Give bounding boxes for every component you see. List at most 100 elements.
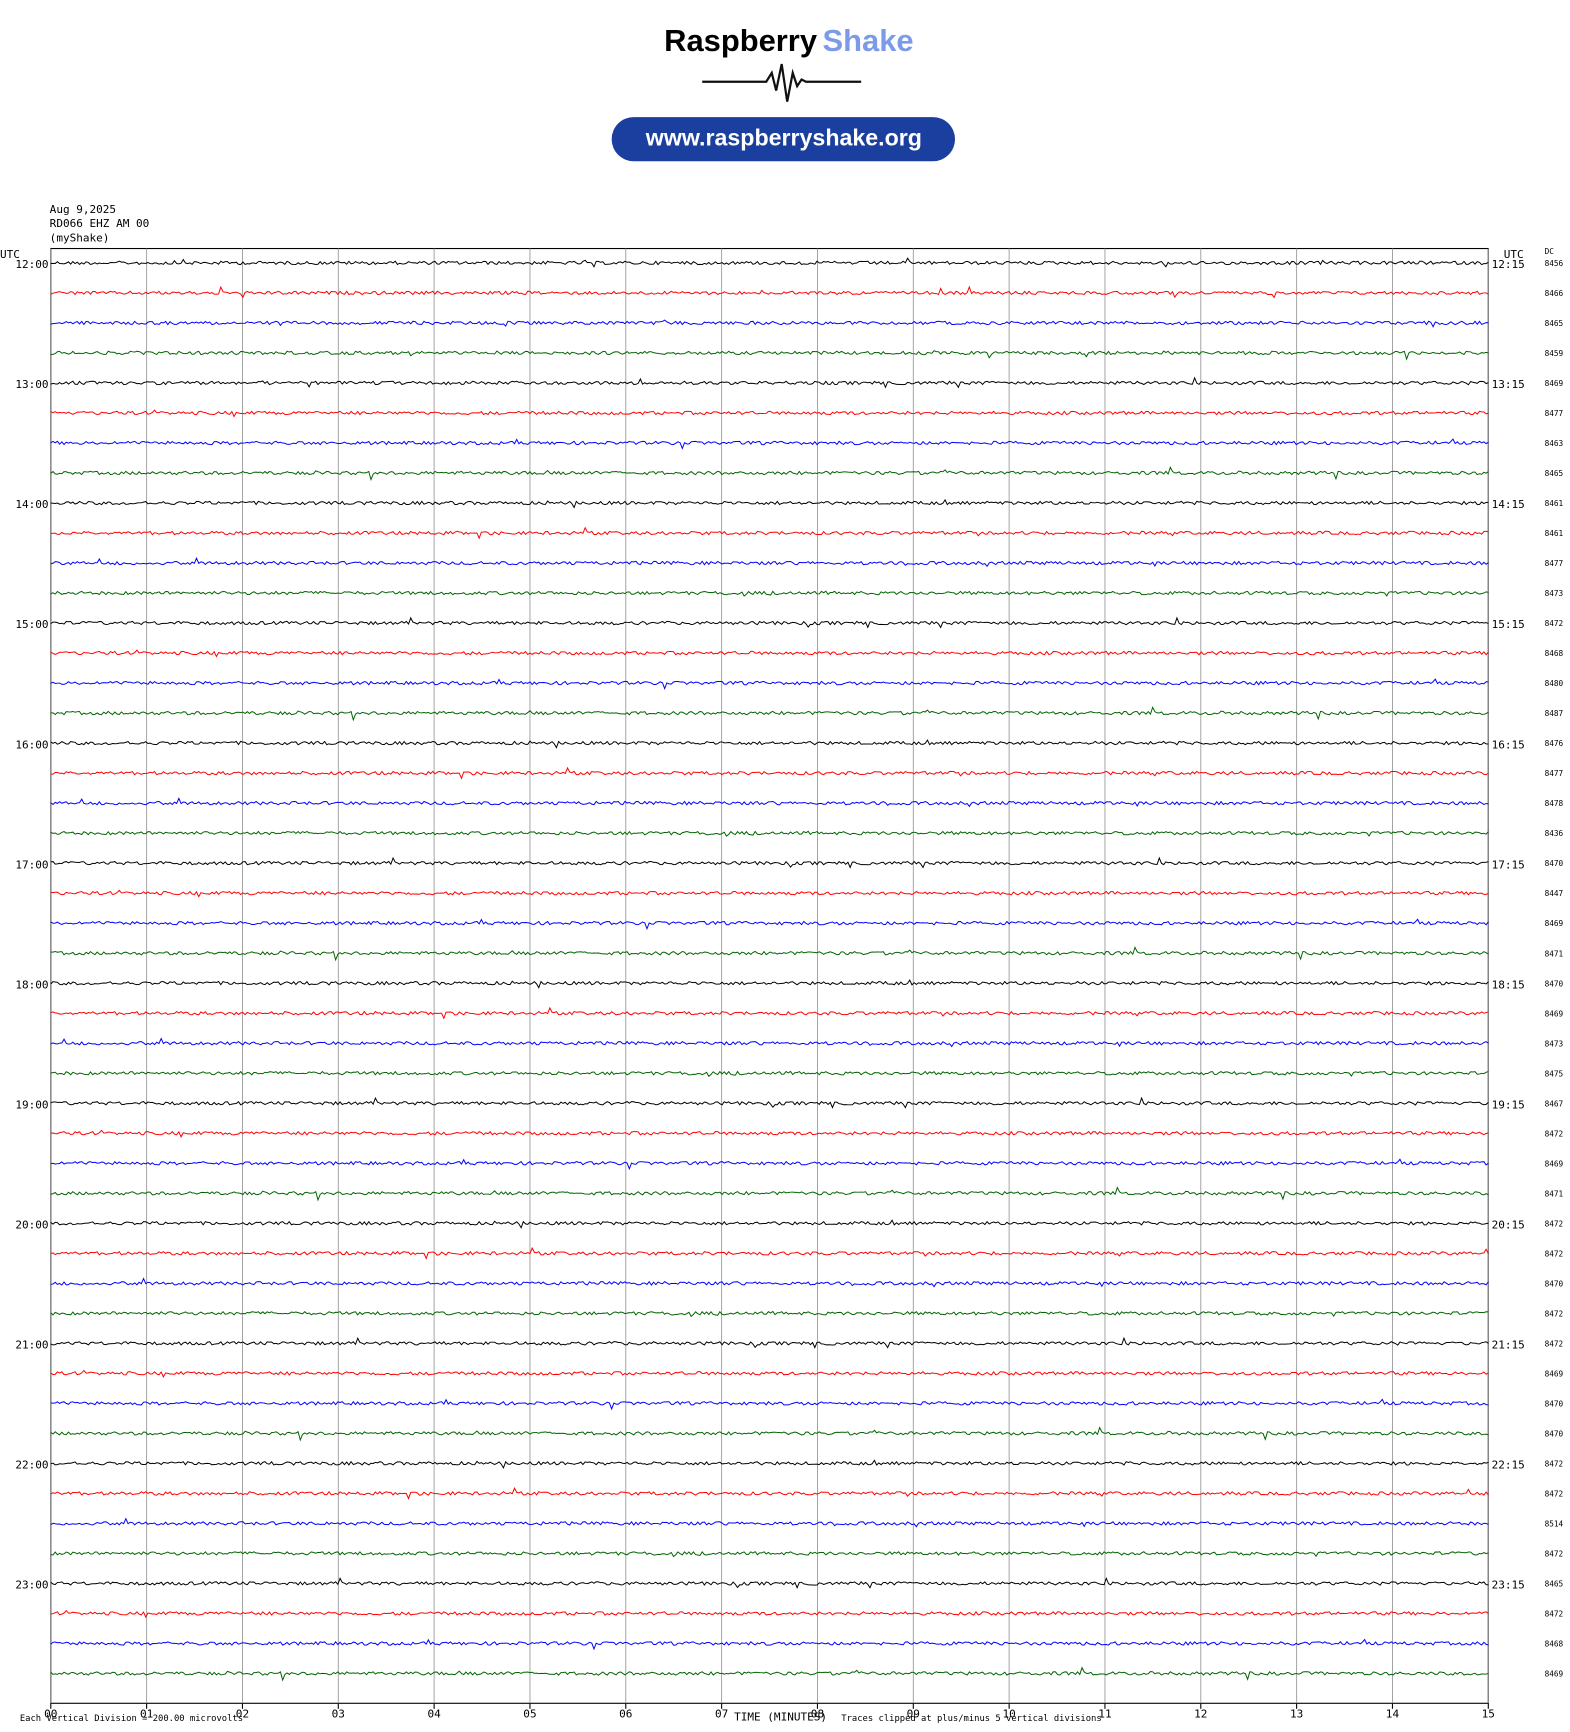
trace [50, 856, 1489, 869]
row-label-left: 20:00 [15, 1218, 48, 1231]
trace [50, 766, 1489, 780]
trace [50, 1517, 1489, 1528]
dc-value: 8478 [1545, 799, 1564, 808]
x-tick-label: 10 [1002, 1707, 1015, 1720]
dc-value: 8480 [1545, 679, 1564, 688]
row-label-right: 18:15 [1492, 978, 1525, 991]
row-label-left: 15:00 [15, 618, 48, 631]
trace [50, 616, 1489, 629]
row-label-right: 16:15 [1492, 738, 1525, 751]
trace [50, 498, 1489, 509]
row-label-right: 19:15 [1492, 1098, 1525, 1111]
dc-value: 8473 [1545, 1039, 1564, 1048]
row-label-left: 21:00 [15, 1339, 48, 1352]
dc-value: 8469 [1545, 919, 1564, 928]
trace [50, 438, 1489, 450]
x-tick-label: 14 [1386, 1707, 1400, 1720]
url-button[interactable] [611, 117, 956, 162]
x-tick-label: 00 [44, 1707, 57, 1720]
dc-value: 8461 [1545, 529, 1564, 538]
x-tick-label: 11 [1098, 1707, 1111, 1720]
trace [50, 1186, 1489, 1202]
dc-value: 8470 [1545, 1279, 1564, 1288]
logo-text: Raspberry [664, 23, 818, 58]
row-label-right: 17:15 [1492, 858, 1525, 871]
trace [50, 706, 1489, 722]
dc-value: 8470 [1545, 859, 1564, 868]
dc-value: 8456 [1545, 259, 1564, 268]
x-tick-label: 08 [811, 1707, 824, 1720]
x-tick-label: 01 [140, 1707, 153, 1720]
dc-value: 8472 [1545, 619, 1564, 628]
dc-value: 8472 [1545, 1129, 1564, 1138]
trace [50, 557, 1489, 568]
plot-frame [50, 247, 1489, 1704]
trace [50, 1277, 1489, 1288]
dc-label: DC [1545, 247, 1555, 256]
dc-value: 8473 [1545, 589, 1564, 598]
dc-value: 8469 [1545, 1670, 1564, 1679]
dc-value: 8471 [1545, 1189, 1564, 1198]
dc-value: 8463 [1545, 439, 1564, 448]
x-tick-label: 13 [1290, 1707, 1303, 1720]
x-tick-label: 12 [1194, 1707, 1207, 1720]
clip-note: Traces clipped at plus/minus 5 vertical … [841, 1714, 1101, 1724]
x-tick-label: 09 [907, 1707, 920, 1720]
dc-value: 8514 [1545, 1520, 1564, 1529]
row-label-right: 20:15 [1492, 1218, 1525, 1231]
row-label-left: 16:00 [15, 738, 48, 751]
source: (myShake) [50, 232, 110, 245]
x-tick-label: 06 [619, 1707, 632, 1720]
dc-value: 8472 [1545, 1610, 1564, 1619]
trace [50, 1609, 1489, 1619]
trace [50, 285, 1489, 299]
trace [50, 830, 1489, 837]
trace [50, 1006, 1489, 1020]
x-tick-label: 03 [332, 1707, 345, 1720]
x-tick-label: 02 [236, 1707, 249, 1720]
trace [50, 1576, 1489, 1590]
row-label-right: 22:15 [1492, 1459, 1525, 1472]
trace [50, 1336, 1489, 1349]
trace [50, 1310, 1489, 1318]
trace [50, 1426, 1489, 1442]
trace [50, 376, 1489, 389]
trace [50, 1666, 1489, 1682]
dc-value: 8468 [1545, 649, 1564, 658]
row-label-left: 13:00 [15, 378, 48, 391]
x-tick-label: 07 [715, 1707, 728, 1720]
trace [50, 1246, 1489, 1260]
trace [50, 1398, 1489, 1411]
dc-value: 8471 [1545, 949, 1564, 958]
trace [50, 946, 1489, 962]
dc-value: 8470 [1545, 1429, 1564, 1438]
row-label-left: 22:00 [15, 1459, 48, 1472]
dc-value: 8466 [1545, 289, 1564, 298]
trace [50, 590, 1489, 597]
trace [50, 1037, 1489, 1048]
trace [50, 257, 1489, 268]
dc-value: 8472 [1545, 1219, 1564, 1228]
row-label-left: 17:00 [15, 858, 48, 871]
date: Aug 9,2025 [50, 203, 116, 216]
row-label-right: 14:15 [1492, 498, 1525, 511]
trace [50, 1096, 1489, 1109]
trace [50, 319, 1489, 328]
trace [50, 1219, 1489, 1229]
row-label-right: 13:15 [1492, 378, 1525, 391]
dc-value: 8465 [1545, 469, 1564, 478]
trace [50, 1487, 1489, 1500]
row-label-left: 14:00 [15, 498, 48, 511]
trace [50, 1158, 1489, 1171]
dc-value: 8476 [1545, 739, 1564, 748]
dc-value: 8469 [1545, 1369, 1564, 1378]
trace [50, 1638, 1489, 1651]
dc-value: 8477 [1545, 559, 1564, 568]
url-text[interactable]: www.raspberryshake.org [645, 124, 922, 150]
trace [50, 678, 1489, 690]
trace [50, 1459, 1489, 1470]
row-label-left: 12:00 [15, 258, 48, 271]
trace [50, 1129, 1489, 1138]
dc-value: 8472 [1545, 1249, 1564, 1258]
